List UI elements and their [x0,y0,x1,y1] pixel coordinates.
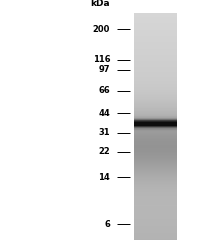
Text: kDa: kDa [91,0,110,8]
Text: 97: 97 [99,65,110,74]
Text: 116: 116 [92,55,110,64]
Text: 22: 22 [98,147,110,156]
Text: 14: 14 [98,173,110,181]
Text: 200: 200 [93,25,110,34]
Text: 44: 44 [98,109,110,118]
Text: 66: 66 [98,86,110,96]
Text: 31: 31 [98,128,110,137]
Text: 6: 6 [104,220,110,228]
